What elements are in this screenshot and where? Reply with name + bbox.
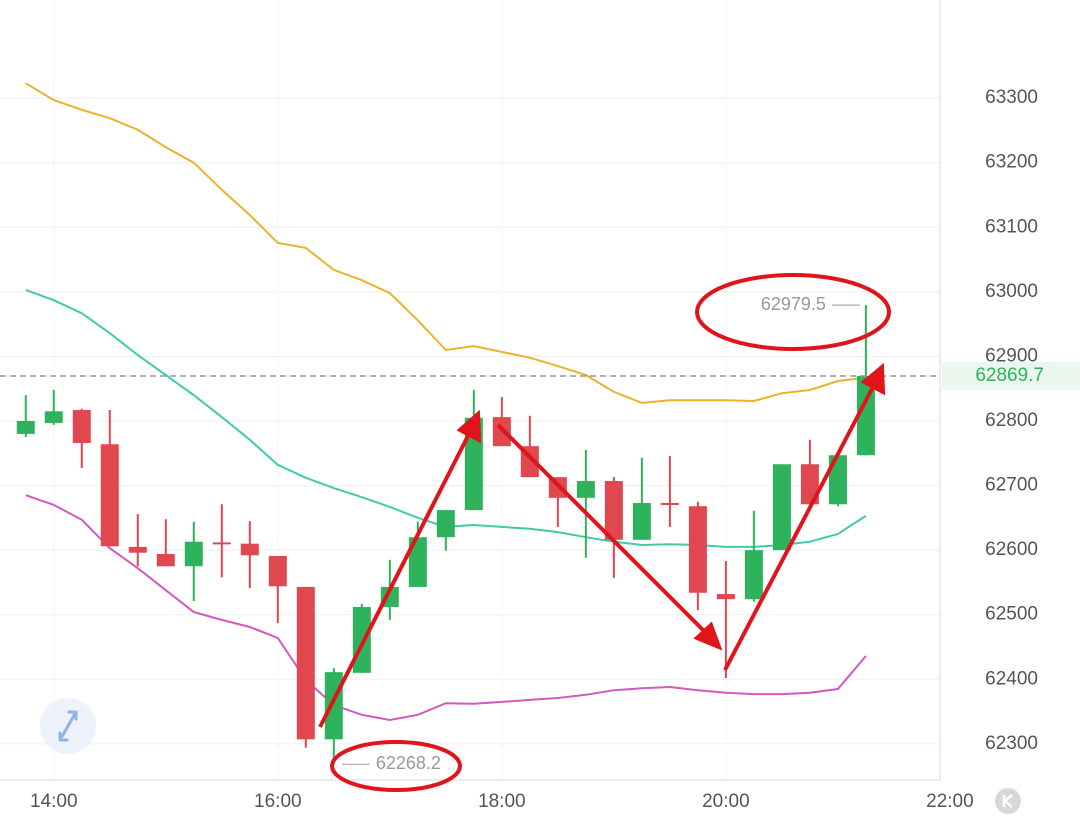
candle-body (828, 455, 847, 505)
candle-body (688, 506, 707, 593)
arrow-head (456, 409, 482, 444)
circle-low (330, 740, 462, 792)
y-tick-label: 63100 (985, 216, 1038, 237)
band-line (25, 494, 867, 722)
low-label: 62268.2 (376, 753, 441, 773)
candle-body (100, 444, 119, 547)
y-tick-label: 62800 (985, 410, 1038, 431)
arrow-head (860, 362, 886, 396)
candle-body (436, 510, 455, 538)
candle-body (632, 502, 651, 540)
x-tick-label: 22:00 (926, 791, 974, 812)
k-icon (1002, 794, 1013, 808)
y-tick-label: 62900 (985, 345, 1038, 366)
candle-body (72, 410, 91, 443)
candle-body (324, 672, 343, 740)
candle-body (604, 481, 623, 540)
circle-high (695, 273, 891, 351)
expand-icon (58, 710, 78, 742)
y-tick-label: 62600 (985, 539, 1038, 560)
arrow (496, 423, 708, 635)
x-tick-label: 16:00 (254, 791, 302, 812)
candle-body (660, 502, 679, 505)
candle-body (772, 464, 791, 551)
candle-body (576, 481, 595, 498)
candle-body (128, 546, 147, 553)
candle-body (212, 542, 231, 545)
k-button-bg[interactable] (995, 788, 1021, 814)
expand-button[interactable] (40, 698, 96, 754)
candle-body (184, 541, 203, 567)
last-price-label: 62869.7 (975, 365, 1044, 386)
arrow (318, 431, 472, 728)
y-tick-label: 63200 (985, 152, 1038, 173)
candle-body (44, 411, 63, 423)
candle-body (268, 555, 287, 587)
candle-body (156, 554, 175, 567)
highlights (330, 273, 891, 792)
candle-body (408, 537, 427, 587)
high-label: 62979.5 (761, 294, 826, 314)
candle-body (352, 606, 371, 673)
candle-body (16, 420, 35, 434)
candle-body (240, 543, 259, 556)
x-tick-label: 20:00 (702, 791, 750, 812)
arrow-head (693, 621, 723, 651)
candle-body (296, 586, 315, 740)
k-button[interactable] (995, 788, 1021, 814)
x-tick-label: 18:00 (478, 791, 526, 812)
annotations: 62979.5 62268.2 62869.7 (0, 294, 1080, 773)
y-tick-label: 62400 (985, 668, 1038, 689)
y-tick-label: 63300 (985, 87, 1038, 108)
candle-body (716, 594, 735, 600)
candle-body (800, 464, 819, 505)
y-tick-label: 62300 (985, 733, 1038, 754)
last-price-bg (942, 361, 1080, 390)
x-tick-label: 14:00 (30, 791, 78, 812)
y-tick-label: 62500 (985, 604, 1038, 625)
y-tick-label: 63000 (985, 281, 1038, 302)
band-line (25, 82, 867, 404)
candle-body (744, 550, 763, 600)
y-tick-label: 62700 (985, 475, 1038, 496)
arrow (723, 384, 876, 671)
arrows (318, 362, 886, 728)
